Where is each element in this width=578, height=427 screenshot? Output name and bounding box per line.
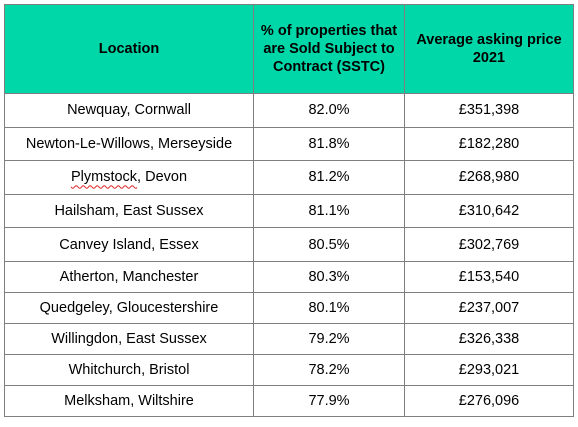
- table-row: Plymstock, Devon 81.2% £268,980: [4, 160, 574, 195]
- cell-sstc: 80.3%: [253, 260, 405, 293]
- cell-location: Newton-Le-Willows, Merseyside: [4, 126, 254, 162]
- table-row: Newquay, Cornwall 82.0% £351,398: [4, 93, 574, 128]
- table-row: Whitchurch, Bristol 78.2% £293,021: [4, 353, 574, 386]
- header-row: Location % of properties that are Sold S…: [4, 4, 574, 94]
- table-container: Location % of properties that are Sold S…: [4, 4, 574, 417]
- cell-location: Quedgeley, Gloucestershire: [4, 291, 254, 324]
- table-row: Hailsham, East Sussex 81.1% £310,642: [4, 193, 574, 229]
- table-row: Quedgeley, Gloucestershire 80.1% £237,00…: [4, 291, 574, 324]
- cell-price: £276,096: [404, 384, 574, 417]
- table-row: Atherton, Manchester 80.3% £153,540: [4, 260, 574, 293]
- cell-sstc: 77.9%: [253, 384, 405, 417]
- cell-price: £268,980: [404, 160, 574, 195]
- cell-location: Plymstock, Devon: [4, 160, 254, 195]
- cell-location: Melksham, Wiltshire: [4, 384, 254, 417]
- cell-price: £182,280: [404, 126, 574, 162]
- cell-sstc: 82.0%: [253, 93, 405, 128]
- cell-location: Whitchurch, Bristol: [4, 353, 254, 386]
- cell-location: Newquay, Cornwall: [4, 93, 254, 128]
- cell-sstc: 81.2%: [253, 160, 405, 195]
- cell-sstc: 80.5%: [253, 227, 405, 262]
- cell-price: £237,007: [404, 291, 574, 324]
- table-row: Willingdon, East Sussex 79.2% £326,338: [4, 322, 574, 355]
- cell-location: Willingdon, East Sussex: [4, 322, 254, 355]
- cell-location-rest: , Devon: [137, 169, 188, 186]
- cell-location: Canvey Island, Essex: [4, 227, 254, 262]
- header-sstc: % of properties that are Sold Subject to…: [253, 4, 405, 94]
- cell-sstc: 78.2%: [253, 353, 405, 386]
- header-price: Average asking price 2021: [404, 4, 574, 94]
- table-row: Newton-Le-Willows, Merseyside 81.8% £182…: [4, 126, 574, 162]
- cell-price: £153,540: [404, 260, 574, 293]
- table-row: Melksham, Wiltshire 77.9% £276,096: [4, 384, 574, 417]
- table-header: Location % of properties that are Sold S…: [4, 4, 574, 94]
- header-location: Location: [4, 4, 254, 94]
- properties-table: Location % of properties that are Sold S…: [4, 4, 574, 417]
- cell-sstc: 81.1%: [253, 193, 405, 229]
- cell-sstc: 81.8%: [253, 126, 405, 162]
- cell-location: Hailsham, East Sussex: [4, 193, 254, 229]
- cell-sstc: 79.2%: [253, 322, 405, 355]
- cell-price: £326,338: [404, 322, 574, 355]
- cell-price: £293,021: [404, 353, 574, 386]
- cell-price: £351,398: [404, 93, 574, 128]
- spellcheck-underlined-word: Plymstock: [70, 169, 138, 186]
- cell-price: £302,769: [404, 227, 574, 262]
- cell-sstc: 80.1%: [253, 291, 405, 324]
- cell-location: Atherton, Manchester: [4, 260, 254, 293]
- table-row: Canvey Island, Essex 80.5% £302,769: [4, 227, 574, 262]
- cell-price: £310,642: [404, 193, 574, 229]
- table-body: Newquay, Cornwall 82.0% £351,398 Newton-…: [4, 93, 574, 417]
